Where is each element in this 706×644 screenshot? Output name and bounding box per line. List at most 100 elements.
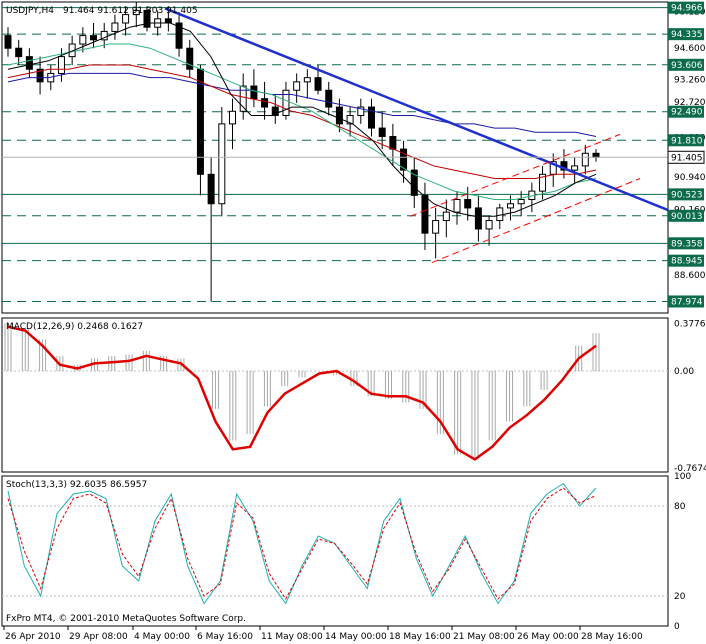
x-tick-label: 29 Apr 08:00 bbox=[69, 632, 128, 642]
x-tick-label: 18 May 16:00 bbox=[389, 632, 451, 642]
candle-body bbox=[239, 85, 247, 112]
price-level-badge bbox=[668, 295, 704, 308]
candle-body bbox=[36, 68, 44, 83]
candle-body bbox=[410, 169, 418, 196]
candle-body bbox=[400, 148, 408, 171]
stoch-label: Stoch(13,3,3) 92.6035 86.5957 bbox=[6, 480, 147, 490]
candle-body bbox=[25, 56, 33, 70]
price-level-badge bbox=[668, 1, 704, 14]
candle-body bbox=[229, 110, 237, 125]
macd-signal-line bbox=[7, 325, 597, 461]
macd-tick-label: 0.00 bbox=[674, 367, 694, 377]
channel-lower-line bbox=[431, 178, 641, 264]
candle-body bbox=[335, 106, 343, 125]
price-level-label: 94.335 bbox=[671, 30, 703, 40]
stoch-tick-label: 20 bbox=[674, 592, 686, 602]
price-level-label: 90.523 bbox=[671, 190, 703, 200]
stoch-panel-frame bbox=[1, 475, 669, 627]
price-tick-label: 90.940 bbox=[674, 173, 706, 183]
price-level-badge bbox=[668, 58, 704, 71]
candle-body bbox=[496, 207, 504, 222]
price-level-badge bbox=[668, 209, 704, 222]
candle-body bbox=[314, 77, 322, 91]
candle-body bbox=[485, 220, 493, 230]
candle-body bbox=[389, 135, 397, 150]
price-level-label: 91.810 bbox=[671, 136, 703, 146]
candle-body bbox=[346, 114, 354, 125]
candle-body bbox=[175, 22, 183, 49]
x-tick-label: 28 May 16:00 bbox=[581, 632, 643, 642]
price-level-badge bbox=[668, 28, 704, 41]
candle-body bbox=[218, 123, 226, 205]
price-tick-label: 94.600 bbox=[674, 44, 706, 54]
candle-body bbox=[378, 127, 386, 137]
candle-body bbox=[207, 173, 215, 205]
candle-body bbox=[571, 165, 579, 171]
candle-body bbox=[442, 211, 450, 222]
candle-body bbox=[464, 199, 472, 209]
candle-body bbox=[506, 203, 514, 209]
candle-body bbox=[57, 56, 65, 74]
candle-body bbox=[90, 35, 98, 41]
chart-header-symbol: USDJPY,H4 bbox=[6, 6, 54, 16]
candle-body bbox=[79, 35, 87, 45]
stoch-tick-label: 0 bbox=[674, 622, 680, 632]
candle-body bbox=[453, 199, 461, 213]
candle-body bbox=[100, 30, 108, 41]
candle-body bbox=[196, 68, 204, 175]
stoch-signal-line bbox=[7, 487, 597, 600]
price-level-label: 92.490 bbox=[671, 108, 703, 118]
macd-panel-frame bbox=[1, 317, 669, 473]
macd-tick-label: 0.3776 bbox=[674, 319, 706, 329]
candle-body bbox=[517, 199, 525, 205]
candle-body bbox=[282, 89, 290, 116]
price-level-badge bbox=[668, 237, 704, 250]
x-tick-label: 6 May 16:00 bbox=[197, 632, 253, 642]
price-level-label: 90.013 bbox=[671, 212, 703, 222]
stoch-tick-label: 80 bbox=[674, 502, 686, 512]
stoch-tick-label: 100 bbox=[674, 472, 691, 482]
macd-label: MACD(12,26,9) 0.2468 0.1627 bbox=[6, 322, 143, 332]
candle-body bbox=[303, 77, 311, 83]
price-level-label: 94.966 bbox=[671, 4, 703, 14]
channel-upper-line bbox=[409, 133, 621, 217]
macd-tick-label: -0.7674 bbox=[674, 464, 706, 474]
candle-body bbox=[325, 89, 333, 108]
price-level-badge bbox=[668, 254, 704, 267]
price-tick-label: 88.600 bbox=[674, 271, 706, 281]
x-tick-label: 21 May 08:00 bbox=[453, 632, 515, 642]
candle-body bbox=[293, 81, 301, 91]
candle-body bbox=[539, 173, 547, 192]
candle-body bbox=[474, 207, 482, 230]
copyright-text: FxPro MT4, © 2001-2010 MetaQuotes Softwa… bbox=[6, 614, 246, 624]
price-level-label: 89.358 bbox=[671, 239, 703, 249]
price-level-label: 87.974 bbox=[671, 297, 703, 307]
trendline-down bbox=[164, 7, 669, 212]
price-level-badge bbox=[668, 105, 704, 118]
candle-body bbox=[261, 98, 269, 108]
chart-header-ohlc: 91.464 91.612 91.303 91.405 bbox=[63, 6, 198, 16]
price-level-label: 88.945 bbox=[671, 257, 703, 267]
price-level-badge bbox=[668, 188, 704, 201]
candle-body bbox=[271, 106, 279, 116]
price-tick-label: 93.260 bbox=[674, 75, 706, 85]
candle-body bbox=[357, 106, 365, 116]
x-tick-label: 11 May 08:00 bbox=[261, 632, 323, 642]
candle-body bbox=[581, 152, 589, 167]
candle-body bbox=[186, 47, 194, 70]
x-tick-label: 14 May 00:00 bbox=[325, 632, 387, 642]
x-tick-label: 4 May 00:00 bbox=[134, 632, 190, 642]
current-price-label: 91.405 bbox=[671, 153, 703, 163]
price-level-badge bbox=[668, 134, 704, 147]
ma-slow-line bbox=[7, 64, 597, 179]
candle-body bbox=[432, 220, 440, 234]
x-tick-label: 26 May 00:00 bbox=[517, 632, 579, 642]
current-price-badge bbox=[667, 150, 705, 164]
candle-body bbox=[250, 85, 258, 100]
ma-fast-line bbox=[7, 22, 597, 217]
candle-body bbox=[132, 9, 140, 16]
candle-body bbox=[592, 152, 600, 158]
price-tick-label: 92.720 bbox=[674, 98, 706, 108]
